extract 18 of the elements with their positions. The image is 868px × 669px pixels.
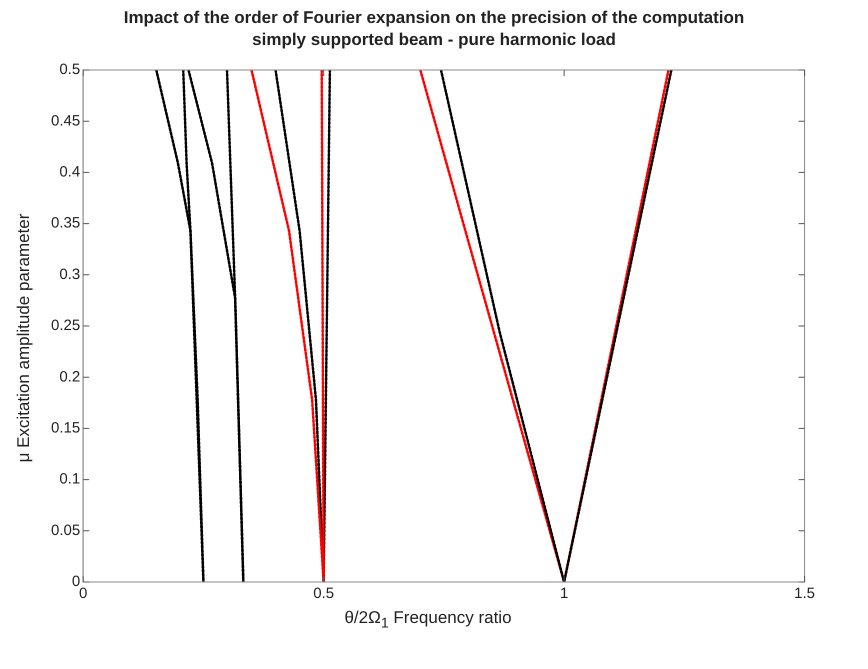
y-tick-label: 0.5 bbox=[59, 61, 80, 78]
y-tick-label: 0.45 bbox=[50, 112, 80, 130]
y-tick-label: 0.15 bbox=[50, 420, 80, 437]
y-tick-label: 0.05 bbox=[50, 522, 80, 539]
x-tick-label: 1.5 bbox=[794, 585, 816, 602]
y-tick-label: 0.35 bbox=[50, 214, 80, 232]
x-tick-label: 0.5 bbox=[313, 585, 334, 602]
chart-subtitle: simply supported beam - pure harmonic load bbox=[251, 30, 617, 50]
y-tick-label: 0.1 bbox=[59, 470, 80, 488]
y-tick-label: 0.2 bbox=[59, 368, 80, 386]
y-tick-label: 0.25 bbox=[50, 317, 80, 334]
y-tick-label: 0.4 bbox=[59, 164, 80, 181]
chart-title: Impact of the order of Fourier expansion on the precision of the computation bbox=[122, 8, 746, 28]
y-tick-label: 0 bbox=[72, 573, 80, 590]
x-axis-title: θ/2Ω$_{1}$ Frequency ratio bbox=[343, 608, 513, 632]
x-tick-label: 1 bbox=[560, 585, 568, 602]
y-tick-label: 0.3 bbox=[59, 266, 80, 283]
y-axis-title: μ Excitation amplitude parameter bbox=[14, 214, 34, 462]
